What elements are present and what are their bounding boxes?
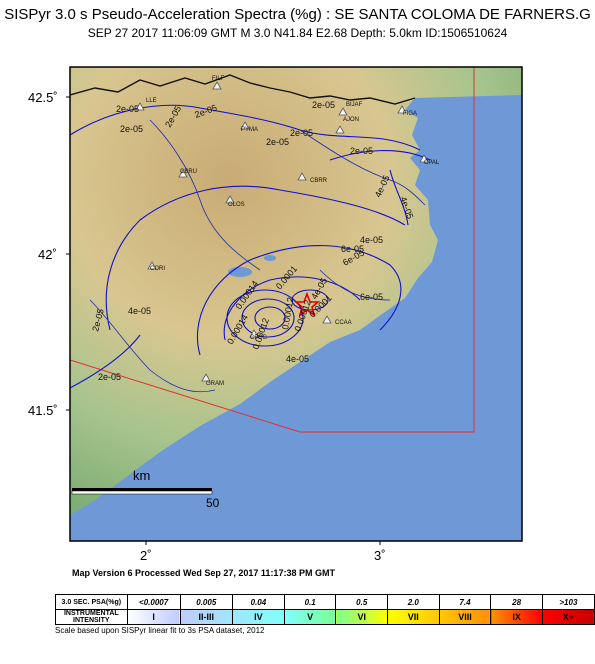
legend-intensity-cell: V: [283, 609, 337, 625]
scale-unit: km: [133, 468, 150, 483]
station-marker: [322, 315, 332, 324]
contour-label: 4e-05: [286, 354, 309, 364]
station-marker: [225, 195, 235, 204]
legend-intensity-cell: IV: [231, 609, 285, 625]
legend-psa-row: 3.0 SEC. PSA(%g) <0.0007 0.005 0.04 0.1 …: [55, 594, 595, 610]
intensity-legend: 3.0 SEC. PSA(%g) <0.0007 0.005 0.04 0.1 …: [55, 594, 595, 625]
river: [149, 119, 261, 271]
lon-label: 2˚: [140, 548, 152, 563]
station-marker: [178, 169, 188, 178]
river: [299, 129, 426, 206]
lake: [264, 255, 276, 261]
contour-label: 2e-05: [116, 104, 139, 114]
legend-intensity-cell: X+: [541, 609, 595, 625]
legend-psa-value: >103: [541, 594, 595, 610]
river: [319, 269, 391, 301]
legend-psa-value: 28: [490, 594, 543, 610]
contour-label: 4e-05: [360, 235, 383, 245]
station-marker: [397, 105, 407, 114]
contour-line: [291, 289, 329, 311]
contour-label: 2e-05: [312, 100, 335, 110]
legend-intensity-cell: IX: [490, 609, 543, 625]
legend-psa-header: 3.0 SEC. PSA(%g): [55, 594, 128, 610]
lat-label: 41.5˚: [28, 403, 58, 418]
contour-line: [389, 169, 409, 226]
region-boundary: [70, 67, 475, 433]
town-label: GRAM: [206, 381, 224, 387]
contour-line: [254, 306, 286, 330]
map-title: SISPyr 3.0 s Pseudo-Acceleration Spectra…: [4, 6, 591, 23]
town-label: CBRR: [310, 178, 328, 184]
legend-psa-value: 0.005: [179, 594, 233, 610]
legend-psa-value: <0.0007: [126, 594, 181, 610]
contour-label: 2e-05: [120, 124, 143, 134]
contour-label-extra: 2e-05: [98, 372, 121, 382]
legend-intensity-header: INSTRUMENTAL INTENSITY: [55, 609, 128, 625]
legend-psa-value: 0.1: [283, 594, 337, 610]
town-label: AJON: [343, 117, 359, 123]
town-label: CPAL: [424, 160, 440, 166]
contour-label-extra: 4e-05: [128, 306, 151, 316]
lat-label: 42.5˚: [28, 90, 58, 105]
epicenter-star: [293, 291, 321, 317]
legend-intensity-cell: VI: [335, 609, 389, 625]
station-marker: [147, 261, 157, 270]
station-marker: [335, 125, 345, 134]
town-label: FIGA: [403, 111, 417, 117]
station-marker: [419, 154, 429, 163]
contour-label: 6e-05: [341, 244, 364, 254]
station-marker: [249, 329, 259, 338]
contour-line: [105, 185, 406, 331]
lon-label: 3˚: [374, 548, 386, 563]
event-info: SEP 27 2017 11:06:09 GMT M 3.0 N41.84 E2…: [87, 26, 508, 40]
legend-psa-value: 7.4: [438, 594, 492, 610]
legend-intensity-row: INSTRUMENTAL INTENSITY I II-III IV V VI …: [55, 609, 595, 625]
legend-psa-value: 2.0: [387, 594, 440, 610]
station-marker: [338, 107, 348, 116]
lat-label: 42˚: [38, 247, 57, 262]
legend-psa-value: 0.04: [231, 594, 285, 610]
scale-bar: km 50: [71, 468, 220, 510]
town-label: CCAA: [335, 320, 352, 326]
map-version: Map Version 6 Processed Wed Sep 27, 2017…: [72, 568, 335, 578]
contour-line: [226, 289, 304, 347]
legend-psa-value: 0.5: [335, 594, 389, 610]
town-label: CFCG: [250, 335, 267, 341]
town-label: BIJAF: [346, 102, 363, 108]
country-border: [70, 74, 416, 105]
legend-intensity-cell: II-III: [179, 609, 233, 625]
town-label: CBRU: [180, 169, 197, 175]
land-area: [70, 67, 522, 515]
map-frame: [69, 66, 523, 542]
contour-line: [70, 104, 421, 151]
contour-label: 2e-05: [350, 146, 373, 156]
station-marker: [201, 373, 211, 382]
contour-line: [329, 149, 431, 161]
station-marker: [240, 121, 250, 130]
town-label: FILF: [212, 76, 225, 82]
station-marker: [212, 81, 222, 90]
contour-label: 2e-05: [266, 137, 289, 147]
station-marker: [297, 172, 307, 181]
town-label: PYMA: [241, 127, 258, 133]
scale-value: 50: [206, 496, 220, 510]
legend-intensity-cell: VII: [387, 609, 440, 625]
contour-line: [70, 334, 141, 389]
town-label: OLOS: [228, 202, 245, 208]
town-label: LLE: [146, 98, 157, 104]
scale-note: Scale based upon SISPyr linear fit to 3s…: [55, 626, 265, 635]
legend-intensity-cell: VIII: [438, 609, 492, 625]
station-marker: [135, 102, 145, 111]
contour-label: 6e-05: [360, 292, 383, 302]
river: [89, 299, 216, 393]
legend-intensity-cell: I: [126, 609, 181, 625]
town-label: CORI: [150, 266, 165, 272]
contour-line: [241, 298, 295, 338]
contour-line: [196, 245, 402, 356]
contour-label: 2e-05: [290, 128, 313, 138]
